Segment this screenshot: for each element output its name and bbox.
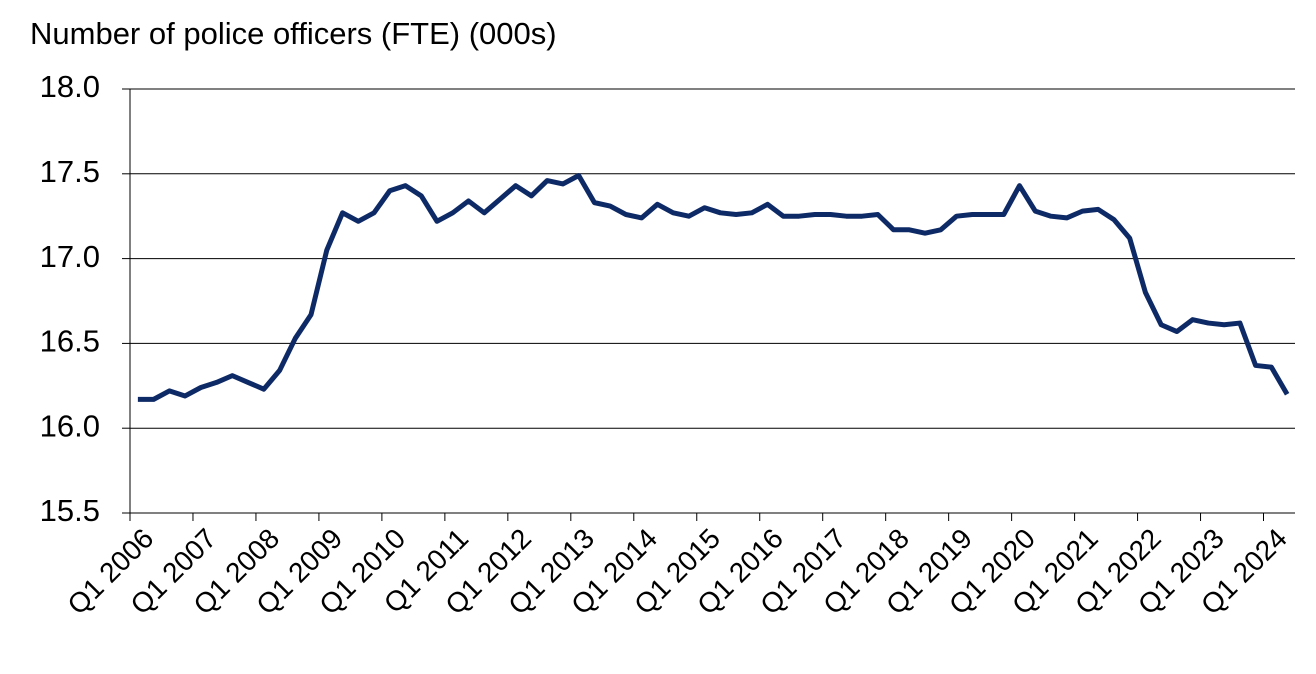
y-tick-label: 16.5 <box>40 324 100 359</box>
chart-title: Number of police officers (FTE) (000s) <box>30 16 557 51</box>
y-tick-label: 16.0 <box>40 408 100 443</box>
y-tick-label: 18.0 <box>40 69 100 104</box>
data-line <box>137 173 1290 402</box>
y-tick-label: 17.0 <box>40 239 100 274</box>
y-tick-label: 15.5 <box>40 493 100 528</box>
y-tick-label: 17.5 <box>40 154 100 189</box>
